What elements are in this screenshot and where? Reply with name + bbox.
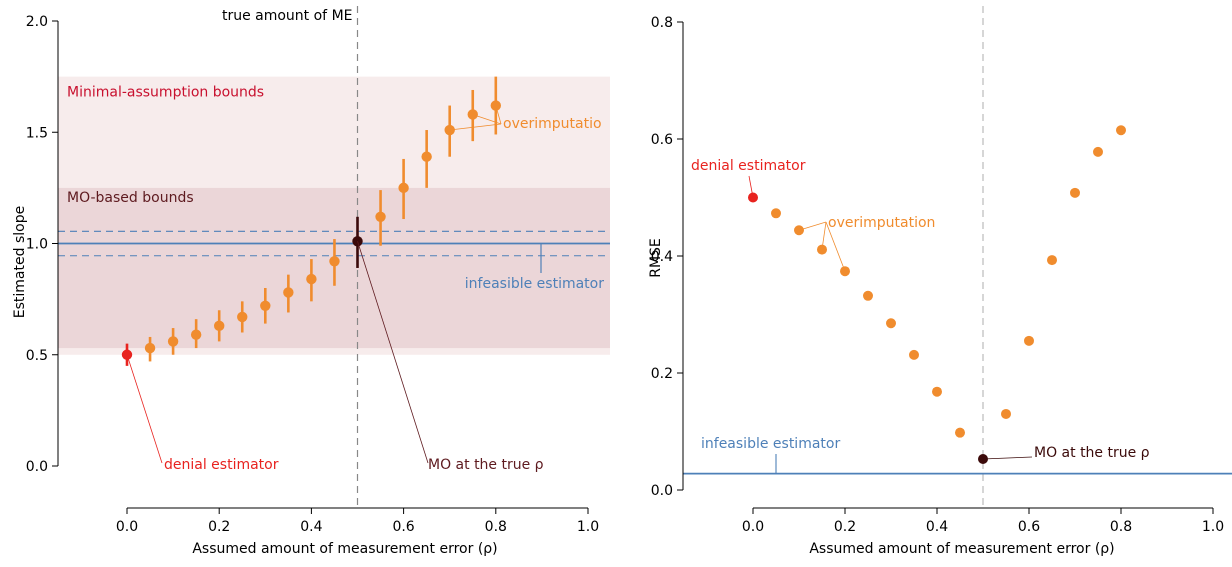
right-panel: infeasible estimator 0.00.20.40.60.80.0 0… bbox=[648, 6, 1232, 557]
overimputation-point bbox=[771, 208, 781, 219]
annotations: denial estimator MO at the true ρ overimpu… bbox=[126, 105, 602, 473]
y-axis-label: Estimated slope bbox=[12, 206, 28, 318]
overimputation-leader bbox=[821, 221, 827, 250]
x-tick-label: 0.8 bbox=[1110, 519, 1132, 535]
overimputation-point bbox=[306, 273, 317, 285]
overimputation-label: overimputation bbox=[828, 215, 935, 231]
overimputation-point bbox=[1001, 408, 1011, 419]
overimputation-leader bbox=[798, 221, 827, 231]
y-tick-label: 0.6 bbox=[651, 132, 673, 148]
overimputation-leader bbox=[449, 123, 502, 131]
overimputation-point bbox=[329, 256, 340, 267]
x-tick-label: 0.6 bbox=[1018, 519, 1040, 535]
overimputation-point bbox=[283, 287, 294, 298]
mo-leader bbox=[357, 241, 429, 464]
true-me-label: true amount of ME bbox=[222, 8, 353, 24]
overimputation-point bbox=[398, 182, 409, 194]
overimputation-point bbox=[375, 211, 386, 222]
x-axis-label: Assumed amount of measurement error (ρ) bbox=[809, 541, 1114, 557]
overimputation-point bbox=[167, 336, 179, 347]
denial-leader bbox=[748, 175, 754, 198]
y-tick-label: 0.8 bbox=[651, 15, 673, 31]
overimputation-point bbox=[955, 427, 965, 438]
infeasible-estimator-line: infeasible estimator bbox=[683, 436, 1232, 475]
annotations: denial estimator overimputation MO at the … bbox=[691, 158, 1150, 461]
x-tick-label: 0.4 bbox=[300, 519, 322, 535]
overimputation-leader bbox=[825, 221, 846, 272]
overimputation-point bbox=[1024, 335, 1034, 346]
x-tick-label: 1.0 bbox=[577, 519, 599, 535]
y-tick-label: 2.0 bbox=[26, 14, 48, 30]
overimputation-point bbox=[909, 349, 919, 360]
infeasible-label: infeasible estimator bbox=[701, 436, 840, 452]
overimputation-point bbox=[1070, 187, 1080, 198]
mo-leader bbox=[982, 456, 1033, 460]
x-tick-label: 0.8 bbox=[485, 519, 507, 535]
overimputation-leader bbox=[495, 105, 502, 125]
overimputation-point bbox=[260, 300, 271, 311]
denial-leader bbox=[126, 354, 163, 464]
overimputation-point bbox=[1047, 255, 1057, 266]
x-tick-label: 0.0 bbox=[116, 519, 138, 535]
y-axis-label: RMSE bbox=[648, 238, 664, 278]
overimputation-point bbox=[421, 151, 432, 162]
denial-label: denial estimator bbox=[691, 158, 806, 174]
y-tick-label: 1.0 bbox=[26, 237, 48, 253]
denial-label: denial estimator bbox=[164, 457, 279, 473]
y-tick-label: 0.2 bbox=[651, 366, 673, 382]
x-tick-label: 1.0 bbox=[1202, 519, 1224, 535]
data-points bbox=[748, 125, 1126, 464]
x-tick-label: 0.2 bbox=[208, 519, 230, 535]
overimputation-point bbox=[863, 290, 873, 301]
y-tick-label: 0.0 bbox=[26, 459, 48, 475]
overimputation-point bbox=[237, 311, 248, 323]
mo-label: MO at the true ρ bbox=[428, 457, 544, 473]
left-panel: Minimal-assumption bounds MO-based bounds… bbox=[12, 6, 610, 557]
y-tick-label: 0.4 bbox=[651, 249, 673, 265]
overimputation-label: overimputatio bbox=[503, 116, 602, 132]
x-tick-label: 0.0 bbox=[742, 519, 764, 535]
overimputation-point bbox=[214, 320, 225, 332]
overimputation-point bbox=[190, 329, 202, 340]
overimputation-point bbox=[1093, 146, 1103, 157]
overimputation-point bbox=[886, 318, 896, 329]
overimputation-point bbox=[932, 386, 942, 397]
y-tick-label: 0.5 bbox=[26, 348, 48, 364]
axes: 0.0 0.5 1.0 1.5 2.0 0.0 0.2 0.4 0.6 0.8 1.0 bbox=[26, 14, 599, 535]
x-tick-label: 0.6 bbox=[392, 519, 414, 535]
y-tick-label: 1.5 bbox=[26, 125, 48, 141]
minimal-assumption-label: Minimal-assumption bounds bbox=[67, 85, 264, 101]
overimputation-leader bbox=[472, 114, 502, 125]
y-tick-label: 0.0 bbox=[651, 483, 673, 499]
axes: 0.0 0.2 0.4 0.6 0.8 0.0 0.2 0.4 0.6 0.8 1.0 bbox=[651, 15, 1224, 535]
x-axis-label: Assumed amount of measurement error (ρ) bbox=[192, 541, 497, 557]
mo-based-label: MO-based bounds bbox=[67, 190, 194, 206]
x-tick-label: 0.2 bbox=[834, 519, 856, 535]
infeasible-label: infeasible estimator bbox=[465, 276, 604, 292]
overimputation-point bbox=[1116, 125, 1126, 136]
overimputation-point bbox=[144, 342, 156, 354]
x-tick-label: 0.4 bbox=[926, 519, 948, 535]
mo-label: MO at the true ρ bbox=[1034, 445, 1150, 461]
